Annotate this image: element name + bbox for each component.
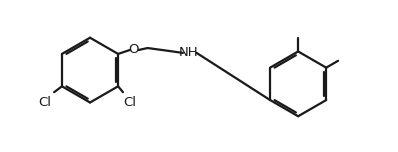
Text: O: O — [129, 43, 139, 55]
Text: Cl: Cl — [123, 96, 137, 109]
Text: NH: NH — [179, 46, 199, 59]
Text: Cl: Cl — [38, 96, 51, 109]
